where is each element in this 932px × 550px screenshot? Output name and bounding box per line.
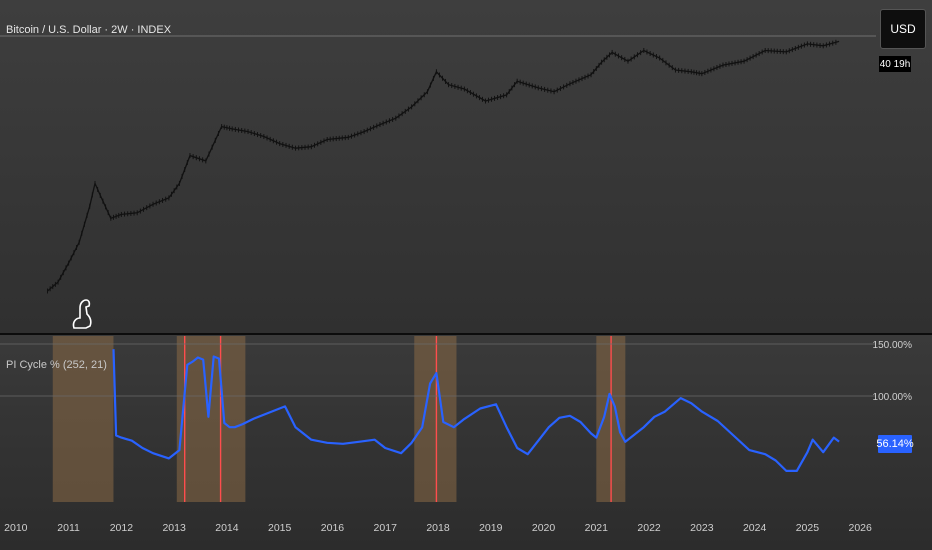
indicator-tick-label: 100.00% bbox=[873, 392, 913, 403]
x-tick-label: 2022 bbox=[637, 522, 661, 534]
price-panel-title: Bitcoin / U.S. Dollar · 2W · INDEX bbox=[6, 24, 172, 36]
indicator-axis: 100.00% 150.00% bbox=[0, 340, 912, 403]
x-tick-label: 2014 bbox=[215, 522, 239, 534]
x-tick-label: 2026 bbox=[848, 522, 872, 534]
tradingview-logo[interactable] bbox=[72, 299, 92, 329]
price-series bbox=[46, 39, 840, 294]
indicator-panel-title: PI Cycle % (252, 21) bbox=[6, 359, 107, 371]
price-line bbox=[47, 40, 840, 292]
highlight-zone-1 bbox=[176, 336, 246, 502]
x-tick-label: 2021 bbox=[585, 522, 609, 534]
highlight-zones bbox=[52, 336, 626, 502]
indicator-panel-bg bbox=[0, 334, 932, 550]
price-panel-bg bbox=[0, 0, 932, 334]
x-tick-label: 2017 bbox=[374, 522, 398, 534]
x-tick-label: 2018 bbox=[426, 522, 450, 534]
x-tick-label: 2025 bbox=[796, 522, 820, 534]
x-tick-label: 2020 bbox=[532, 522, 556, 534]
highlight-zone-0 bbox=[52, 336, 114, 502]
indicator-line bbox=[112, 349, 840, 472]
x-tick-label: 2013 bbox=[162, 522, 186, 534]
indicator-tick-label: 150.00% bbox=[873, 340, 913, 351]
dino-icon bbox=[72, 299, 92, 329]
x-tick-label: 2019 bbox=[479, 522, 503, 534]
price-tag: 40 19h bbox=[879, 56, 911, 72]
x-axis: 2010 2011 2012 2013 2014 2015 2016 2017 2018 2019… bbox=[4, 522, 872, 534]
highlight-zone-2 bbox=[414, 336, 457, 502]
x-tick-label: 2023 bbox=[690, 522, 714, 534]
signal-lines bbox=[183, 336, 612, 502]
x-tick-label: 2012 bbox=[110, 522, 134, 534]
x-tick-label: 2010 bbox=[4, 522, 28, 534]
x-tick-label: 2011 bbox=[57, 522, 80, 534]
x-tick-label: 2024 bbox=[743, 522, 767, 534]
indicator-series bbox=[112, 349, 840, 472]
x-tick-label: 2016 bbox=[321, 522, 345, 534]
x-tick-label: 2015 bbox=[268, 522, 292, 534]
indicator-value-badge: 56.14% bbox=[876, 435, 914, 453]
currency-button[interactable]: USD bbox=[880, 9, 926, 49]
